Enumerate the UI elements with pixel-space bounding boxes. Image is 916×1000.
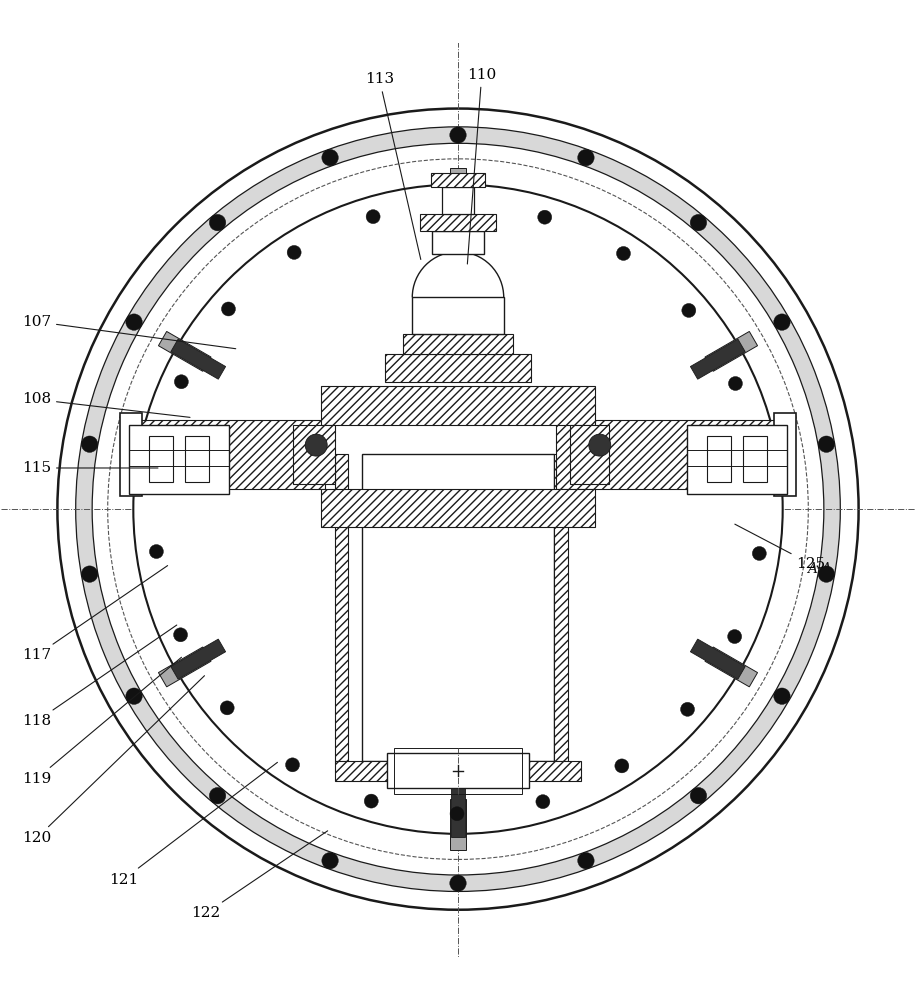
Bar (395, 748, 521, 794)
Circle shape (149, 458, 164, 472)
Circle shape (58, 109, 858, 910)
Circle shape (149, 545, 163, 559)
Circle shape (134, 184, 782, 834)
Circle shape (818, 566, 834, 582)
Bar (334, 454, 348, 761)
Text: 107: 107 (22, 315, 235, 349)
Circle shape (450, 807, 464, 821)
Bar (158, 647, 211, 687)
Circle shape (774, 314, 791, 330)
Bar (170, 339, 225, 379)
Bar (691, 639, 746, 679)
Circle shape (452, 198, 466, 212)
Wedge shape (76, 127, 840, 891)
Bar (431, 173, 485, 187)
Bar (412, 297, 504, 334)
Text: 119: 119 (22, 657, 181, 786)
Circle shape (222, 302, 235, 316)
Text: 108: 108 (22, 392, 190, 417)
Circle shape (691, 787, 706, 804)
Circle shape (305, 434, 327, 456)
Text: 110: 110 (467, 68, 496, 264)
Circle shape (752, 546, 767, 560)
Circle shape (616, 246, 630, 260)
Bar (170, 639, 225, 679)
Circle shape (365, 794, 378, 808)
Circle shape (366, 210, 380, 224)
Circle shape (536, 795, 550, 809)
Circle shape (728, 377, 743, 391)
Bar (450, 168, 466, 219)
Bar (442, 187, 474, 214)
Circle shape (125, 314, 142, 330)
Text: 115: 115 (22, 461, 158, 475)
Bar (554, 454, 568, 761)
Circle shape (322, 149, 338, 166)
Circle shape (125, 688, 142, 704)
Text: A-A: A-A (807, 562, 832, 576)
Bar (185, 436, 209, 482)
Text: 118: 118 (22, 625, 177, 728)
Circle shape (220, 701, 234, 715)
Text: 121: 121 (109, 762, 278, 887)
Circle shape (682, 303, 696, 317)
Circle shape (727, 630, 742, 644)
Bar (420, 214, 496, 231)
Bar (387, 753, 529, 788)
Text: 125: 125 (735, 524, 825, 571)
Bar (149, 436, 172, 482)
Circle shape (173, 628, 188, 642)
Bar (570, 425, 609, 484)
Circle shape (615, 759, 629, 773)
Bar (158, 331, 211, 371)
Bar (334, 761, 582, 781)
Bar (691, 339, 746, 379)
Circle shape (774, 688, 791, 704)
Bar (385, 354, 531, 382)
Circle shape (210, 787, 225, 804)
Bar (403, 334, 513, 354)
Bar (451, 782, 465, 837)
Bar (773, 413, 796, 496)
Circle shape (578, 149, 594, 166)
Circle shape (286, 758, 300, 772)
Circle shape (681, 702, 694, 716)
Bar (129, 420, 325, 489)
Bar (432, 231, 484, 254)
Circle shape (322, 852, 338, 869)
Text: 117: 117 (22, 566, 168, 662)
Circle shape (82, 436, 98, 452)
Bar (293, 425, 334, 484)
Bar (705, 331, 758, 371)
Circle shape (589, 434, 611, 456)
Circle shape (210, 214, 225, 231)
Circle shape (82, 566, 98, 582)
Bar (129, 425, 229, 494)
Circle shape (450, 127, 466, 143)
Circle shape (578, 852, 594, 869)
Circle shape (174, 375, 189, 389)
Bar (321, 386, 595, 425)
Bar (451, 182, 465, 237)
Text: 122: 122 (191, 831, 328, 920)
Bar (707, 436, 731, 482)
Bar (450, 799, 466, 850)
Bar (321, 489, 595, 527)
Circle shape (818, 436, 834, 452)
Circle shape (450, 875, 466, 891)
Circle shape (753, 460, 767, 474)
Circle shape (691, 214, 706, 231)
Bar (362, 454, 554, 761)
Bar (744, 436, 767, 482)
Bar (556, 420, 784, 489)
Bar (687, 425, 787, 494)
Text: 113: 113 (365, 72, 420, 259)
Circle shape (538, 210, 551, 224)
Bar (705, 647, 758, 687)
Bar (120, 413, 143, 496)
Text: 120: 120 (22, 676, 204, 845)
Circle shape (287, 245, 301, 259)
